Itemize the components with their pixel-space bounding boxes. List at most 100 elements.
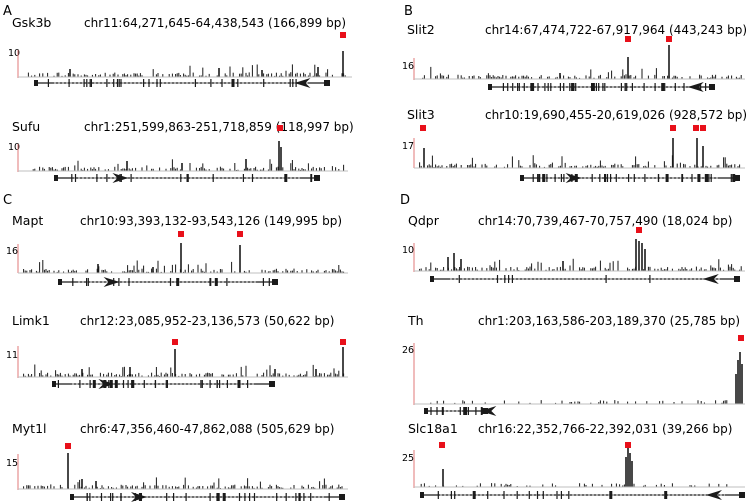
exon [730, 174, 732, 182]
exon [605, 275, 607, 283]
utr [34, 80, 38, 86]
utr [70, 494, 74, 500]
exon [733, 174, 735, 182]
exon [511, 275, 513, 283]
exon [303, 493, 305, 501]
exon [120, 493, 122, 501]
exon [201, 380, 203, 388]
peak-marker [670, 125, 676, 131]
exon [536, 491, 539, 499]
exon [186, 174, 188, 182]
peak-marker [340, 32, 346, 38]
exon [458, 275, 460, 283]
utr [520, 175, 524, 181]
track-slit2: Slit2 chr14:67,474,722-67,917,964 (443,2… [402, 22, 747, 92]
exon [496, 275, 499, 283]
y-axis-max-label: 26 [402, 345, 414, 356]
exon [503, 491, 505, 499]
exon [674, 83, 676, 91]
strand-arrow-icon [131, 492, 147, 502]
gene-coordinates: chr14:67,474,722-67,917,964 (443,243 bp) [485, 23, 747, 37]
exon [698, 174, 700, 182]
exon [90, 79, 92, 87]
peak-marker [172, 339, 178, 345]
exon [463, 407, 467, 415]
exon [214, 278, 218, 286]
exon [624, 83, 626, 91]
exon [681, 174, 683, 182]
exon [86, 493, 88, 501]
exon [68, 79, 70, 87]
exon [89, 380, 91, 388]
exon [128, 278, 130, 286]
exon [284, 174, 288, 182]
exon [560, 174, 562, 182]
exon [546, 174, 548, 182]
exon [251, 174, 254, 182]
exon [710, 174, 712, 182]
exon [100, 493, 103, 501]
exon [544, 83, 546, 91]
peak-marker [666, 36, 672, 42]
exon [664, 83, 666, 91]
exon [71, 174, 73, 182]
exon [113, 79, 115, 87]
gene-model [54, 173, 320, 183]
panel-c: C Mapt chr10:93,393,132-93,543,126 (149,… [3, 193, 348, 502]
exon [116, 79, 119, 87]
exon [631, 83, 633, 91]
exon [292, 79, 294, 87]
exon [295, 493, 297, 501]
exon [560, 491, 562, 499]
exon [143, 380, 145, 388]
exon [47, 79, 49, 87]
exon [210, 79, 212, 87]
exon [226, 278, 228, 286]
exon [72, 278, 74, 286]
strand-arrow-icon [112, 173, 129, 183]
exon [649, 275, 651, 283]
exon [528, 491, 530, 499]
exon [508, 275, 510, 283]
exon [591, 83, 595, 91]
exon [194, 79, 196, 87]
y-axis-max-label: 10 [8, 142, 20, 153]
exon [633, 174, 635, 182]
exon [74, 174, 77, 182]
exon [127, 380, 129, 388]
strand-arrow-icon [687, 82, 704, 92]
track-limk1: Limk1 chr12:23,085,952-23,136,573 (50,62… [6, 313, 348, 389]
exon [131, 380, 135, 388]
signal-track [419, 239, 742, 271]
peak-marker [693, 125, 699, 131]
track-gsk3b: Gsk3b chr11:64,271,645-64,438,543 (166,8… [8, 15, 352, 88]
track-mapt: Mapt chr10:93,393,132-93,543,126 (149,99… [6, 213, 348, 287]
exon [563, 83, 565, 91]
exon [253, 493, 256, 501]
gene-coordinates: chr10:19,690,455-20,619,026 (928,572 bp) [485, 108, 747, 122]
strand-arrow-icon [565, 173, 582, 183]
exon [657, 174, 660, 182]
strand-arrow-icon [480, 406, 497, 416]
exon [216, 493, 220, 501]
signal-track [23, 347, 345, 377]
strand-arrow-icon [706, 490, 722, 500]
exon [165, 380, 167, 388]
exon [459, 407, 461, 415]
exon [156, 79, 158, 87]
exon [609, 491, 613, 499]
signal-track [430, 352, 743, 404]
exon [86, 79, 88, 87]
gene-model [420, 490, 745, 500]
exon [591, 174, 593, 182]
exon [79, 380, 81, 388]
utr [324, 80, 330, 86]
utr [739, 492, 745, 498]
exon [89, 493, 91, 501]
gene-name: Sufu [12, 119, 40, 134]
peak-marker [625, 36, 631, 42]
exon [598, 83, 600, 91]
utr [709, 84, 715, 90]
exon [57, 380, 59, 388]
